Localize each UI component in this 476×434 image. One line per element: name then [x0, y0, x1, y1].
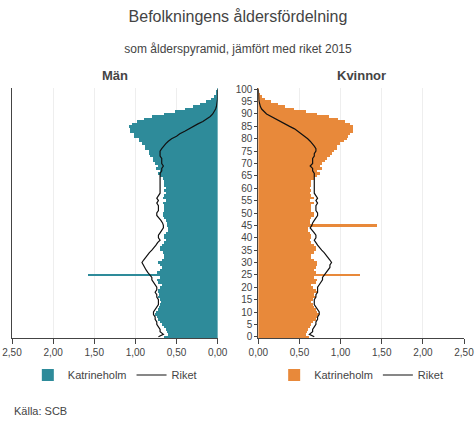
svg-text:Katrineholm: Katrineholm: [68, 369, 127, 381]
svg-text:5: 5: [247, 319, 253, 330]
svg-text:Riket: Riket: [418, 369, 443, 381]
svg-text:10: 10: [241, 307, 253, 318]
svg-text:80: 80: [241, 133, 253, 144]
svg-text:0,00: 0,00: [208, 347, 228, 358]
svg-text:35: 35: [241, 245, 253, 256]
svg-text:Män: Män: [102, 68, 128, 83]
svg-text:40: 40: [241, 232, 253, 243]
svg-text:Katrineholm: Katrineholm: [314, 369, 373, 381]
svg-text:90: 90: [241, 108, 253, 119]
svg-text:60: 60: [241, 183, 253, 194]
svg-text:Kvinnor: Kvinnor: [337, 68, 386, 83]
svg-text:100: 100: [236, 84, 253, 95]
svg-text:55: 55: [241, 195, 253, 206]
svg-text:0,50: 0,50: [167, 347, 187, 358]
svg-text:2,00: 2,00: [413, 347, 433, 358]
svg-text:45: 45: [241, 220, 253, 231]
svg-text:70: 70: [241, 158, 253, 169]
svg-text:som ålderspyramid, jämfört med: som ålderspyramid, jämfört med riket 201…: [124, 42, 352, 56]
svg-text:Riket: Riket: [172, 369, 197, 381]
svg-text:95: 95: [241, 96, 253, 107]
svg-text:2,00: 2,00: [43, 347, 63, 358]
svg-text:Befolkningens åldersfördelning: Befolkningens åldersfördelning: [129, 8, 348, 25]
svg-text:50: 50: [241, 208, 253, 219]
svg-text:25: 25: [241, 269, 253, 280]
svg-text:Källa: SCB: Källa: SCB: [14, 405, 67, 417]
svg-text:1,00: 1,00: [126, 347, 146, 358]
svg-text:1,50: 1,50: [372, 347, 392, 358]
svg-text:75: 75: [241, 146, 253, 157]
svg-text:2,50: 2,50: [2, 347, 22, 358]
svg-text:0,50: 0,50: [290, 347, 310, 358]
svg-text:85: 85: [241, 121, 253, 132]
svg-text:30: 30: [241, 257, 253, 268]
svg-text:15: 15: [241, 294, 253, 305]
svg-text:65: 65: [241, 170, 253, 181]
svg-text:0,00: 0,00: [249, 347, 269, 358]
svg-text:2,50: 2,50: [454, 347, 474, 358]
svg-text:1,00: 1,00: [331, 347, 351, 358]
svg-text:20: 20: [241, 282, 253, 293]
svg-text:0: 0: [247, 331, 253, 342]
svg-text:1,50: 1,50: [85, 347, 105, 358]
